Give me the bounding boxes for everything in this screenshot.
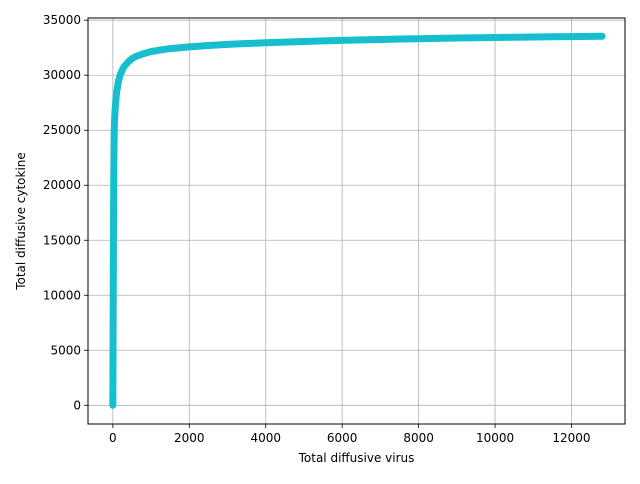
data-point <box>549 33 556 41</box>
x-axis-ticks: 0 2000 4000 6000 8000 10000 12000 <box>109 424 591 445</box>
data-point <box>491 34 499 41</box>
data-point <box>111 106 119 113</box>
data-point <box>132 53 140 60</box>
x-axis-label: Total diffusive virus <box>298 451 415 465</box>
grid <box>88 18 625 424</box>
data-point <box>224 41 231 48</box>
data-point <box>243 40 250 47</box>
data-point <box>396 35 403 43</box>
data-point <box>510 33 518 41</box>
data-point <box>166 45 174 52</box>
data-point <box>113 88 120 96</box>
data-point <box>262 39 270 47</box>
data-point <box>598 32 606 40</box>
y-axis-ticks: 0 5000 10000 15000 20000 25000 30000 35000 <box>43 13 88 412</box>
y-tick-label: 20000 <box>43 178 81 192</box>
data-point <box>472 34 480 41</box>
data-point <box>281 38 289 46</box>
data-point <box>112 96 120 103</box>
plot-frame <box>87 17 626 425</box>
data-point <box>109 291 117 299</box>
x-tick-label: 0 <box>109 431 117 445</box>
y-tick-label: 30000 <box>43 68 81 82</box>
y-tick-label: 15000 <box>43 233 81 247</box>
y-axis-label: Total diffusive cytokine <box>14 152 28 291</box>
data-point <box>185 43 193 51</box>
x-tick-label: 10000 <box>476 431 514 445</box>
x-tick-label: 6000 <box>327 431 358 445</box>
data-point <box>357 36 365 44</box>
data-point <box>176 44 184 52</box>
data-point <box>587 33 594 40</box>
data-point <box>111 121 118 129</box>
data-point <box>110 242 117 250</box>
data-point <box>110 170 118 178</box>
data-point <box>529 33 537 41</box>
data-point <box>115 77 122 85</box>
data-point <box>453 34 461 42</box>
y-tick-label: 0 <box>73 398 81 412</box>
x-tick-label: 12000 <box>552 431 590 445</box>
data-point <box>114 82 121 90</box>
y-tick-label: 5000 <box>50 343 81 357</box>
data-point <box>147 48 155 55</box>
x-tick-label: 4000 <box>250 431 281 445</box>
data-point <box>300 38 308 45</box>
y-tick-label: 35000 <box>43 13 81 27</box>
x-tick-label: 8000 <box>403 431 434 445</box>
data-point <box>205 42 212 49</box>
data-point <box>110 203 117 211</box>
data-point <box>319 37 327 45</box>
data-point <box>157 46 164 54</box>
y-tick-label: 10000 <box>43 288 81 302</box>
data-point <box>434 35 442 42</box>
x-tick-label: 2000 <box>174 431 205 445</box>
data-point <box>415 35 422 42</box>
data-point <box>109 401 117 409</box>
data-point <box>111 112 119 120</box>
data-point <box>568 33 575 40</box>
data-point <box>140 50 147 58</box>
data-series <box>109 32 606 409</box>
data-point <box>338 37 346 44</box>
data-point <box>377 36 384 43</box>
y-tick-label: 25000 <box>43 123 81 137</box>
data-point <box>109 346 117 354</box>
data-point <box>121 63 128 70</box>
data-point <box>110 143 118 151</box>
